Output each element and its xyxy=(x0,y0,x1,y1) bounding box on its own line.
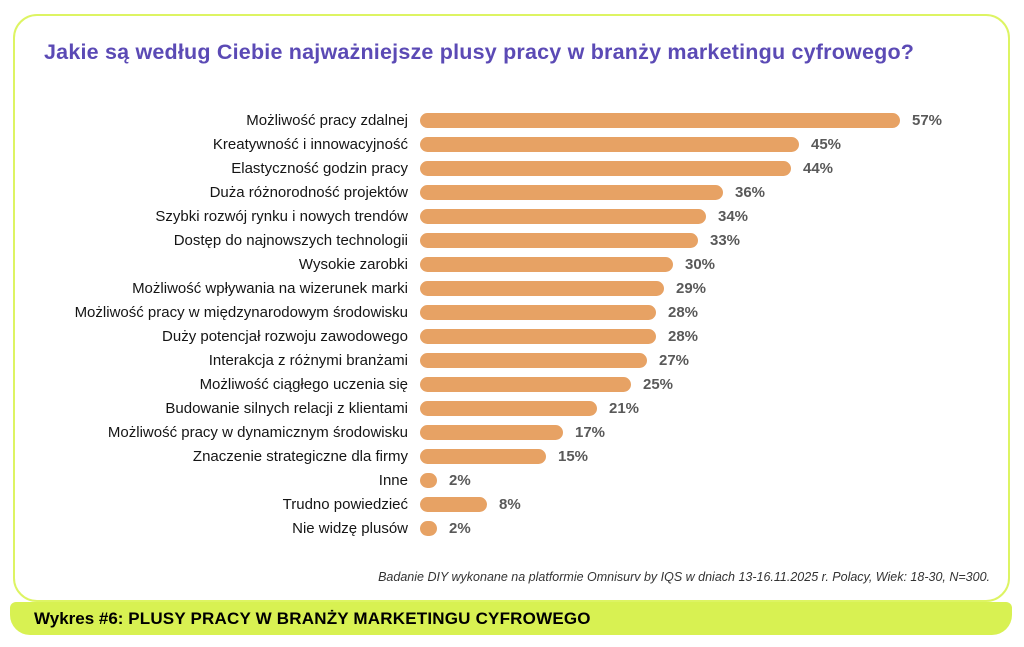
bar-row: Kreatywność i innowacyjność 45% xyxy=(60,132,990,156)
value-label: 8% xyxy=(499,495,521,513)
value-label: 36% xyxy=(735,183,766,201)
source-note: Badanie DIY wykonane na platformie Omnis… xyxy=(378,570,990,584)
bar-row: Znaczenie strategiczne dla firmy 15% xyxy=(60,444,990,468)
bar-row: Możliwość pracy zdalnej 57% xyxy=(60,108,990,132)
bar-row: Budowanie silnych relacji z klientami 21% xyxy=(60,396,990,420)
bar-row: Wysokie zarobki 30% xyxy=(60,252,990,276)
value-label: 33% xyxy=(710,231,741,249)
category-label: Możliwość ciągłego uczenia się xyxy=(199,375,408,393)
value-label: 27% xyxy=(659,351,690,369)
bar xyxy=(420,232,698,248)
footer-banner: Wykres #6: PLUSY PRACY W BRANŻY MARKETIN… xyxy=(10,602,1012,635)
category-label: Inne xyxy=(378,471,408,489)
chart-rows: Możliwość pracy zdalnej 57% Kreatywność i … xyxy=(60,108,990,540)
bar-row: Możliwość pracy w dynamicznym środowisku… xyxy=(60,420,990,444)
category-label: Elastyczność godzin pracy xyxy=(231,159,408,177)
bar xyxy=(420,280,664,296)
value-label: 57% xyxy=(912,111,943,129)
category-label: Nie widzę plusów xyxy=(292,519,408,537)
bar-row: Możliwość pracy w międzynarodowym środow… xyxy=(60,300,990,324)
value-label: 2% xyxy=(449,471,471,489)
category-label: Możliwość pracy w międzynarodowym środow… xyxy=(74,303,408,321)
bar-row: Duży potencjał rozwoju zawodowego 28% xyxy=(60,324,990,348)
bar-row: Możliwość ciągłego uczenia się 25% xyxy=(60,372,990,396)
bar-row: Trudno powiedzieć 8% xyxy=(60,492,990,516)
value-label: 28% xyxy=(668,303,699,321)
bar xyxy=(420,304,656,320)
value-label: 15% xyxy=(558,447,589,465)
category-label: Dostęp do najnowszych technologii xyxy=(173,231,408,249)
value-label: 17% xyxy=(575,423,606,441)
bar-row: Duża różnorodność projektów 36% xyxy=(60,180,990,204)
chart-question-title: Jakie są według Ciebie najważniejsze plu… xyxy=(44,40,915,64)
value-label: 21% xyxy=(609,399,640,417)
bar xyxy=(420,520,437,536)
bar xyxy=(420,112,900,128)
bar xyxy=(420,160,791,176)
bar xyxy=(420,376,631,392)
bar-row: Nie widzę plusów 2% xyxy=(60,516,990,540)
value-label: 30% xyxy=(685,255,716,273)
category-label: Wysokie zarobki xyxy=(298,255,408,273)
bar xyxy=(420,184,723,200)
value-label: 28% xyxy=(668,327,699,345)
bar-row: Szybki rozwój rynku i nowych trendów 34% xyxy=(60,204,990,228)
category-label: Budowanie silnych relacji z klientami xyxy=(165,399,408,417)
category-label: Duży potencjał rozwoju zawodowego xyxy=(162,327,408,345)
value-label: 45% xyxy=(811,135,842,153)
bar-row: Elastyczność godzin pracy 44% xyxy=(60,156,990,180)
category-label: Możliwość pracy zdalnej xyxy=(246,111,408,129)
footer-chart-number: Wykres #6: xyxy=(34,608,129,628)
bar-row: Możliwość wpływania na wizerunek marki 29… xyxy=(60,276,990,300)
bar xyxy=(420,424,563,440)
bar-row: Dostęp do najnowszych technologii 33% xyxy=(60,228,990,252)
bar xyxy=(420,136,799,152)
bar-row: Inne 2% xyxy=(60,468,990,492)
bar xyxy=(420,400,597,416)
bar-row: Interakcja z różnymi branżami 27% xyxy=(60,348,990,372)
value-label: 2% xyxy=(449,519,471,537)
footer-chart-title: PLUSY PRACY W BRANŻY MARKETINGU CYFROWEG… xyxy=(128,608,591,628)
category-label: Możliwość pracy w dynamicznym środowisku xyxy=(107,423,408,441)
category-label: Interakcja z różnymi branżami xyxy=(208,351,408,369)
bar xyxy=(420,328,656,344)
bar xyxy=(420,472,437,488)
category-label: Kreatywność i innowacyjność xyxy=(212,135,408,153)
category-label: Możliwość wpływania na wizerunek marki xyxy=(132,279,408,297)
bar xyxy=(420,256,673,272)
value-label: 29% xyxy=(676,279,707,297)
value-label: 34% xyxy=(718,207,749,225)
value-label: 44% xyxy=(803,159,834,177)
bar-chart: Możliwość pracy zdalnej 57% Kreatywność i … xyxy=(60,108,990,540)
category-label: Duża różnorodność projektów xyxy=(209,183,408,201)
bar xyxy=(420,496,487,512)
category-label: Trudno powiedzieć xyxy=(282,495,408,513)
bar xyxy=(420,352,647,368)
bar xyxy=(420,208,706,224)
category-label: Znaczenie strategiczne dla firmy xyxy=(192,447,408,465)
category-label: Szybki rozwój rynku i nowych trendów xyxy=(155,207,408,225)
value-label: 25% xyxy=(643,375,674,393)
bar xyxy=(420,448,546,464)
